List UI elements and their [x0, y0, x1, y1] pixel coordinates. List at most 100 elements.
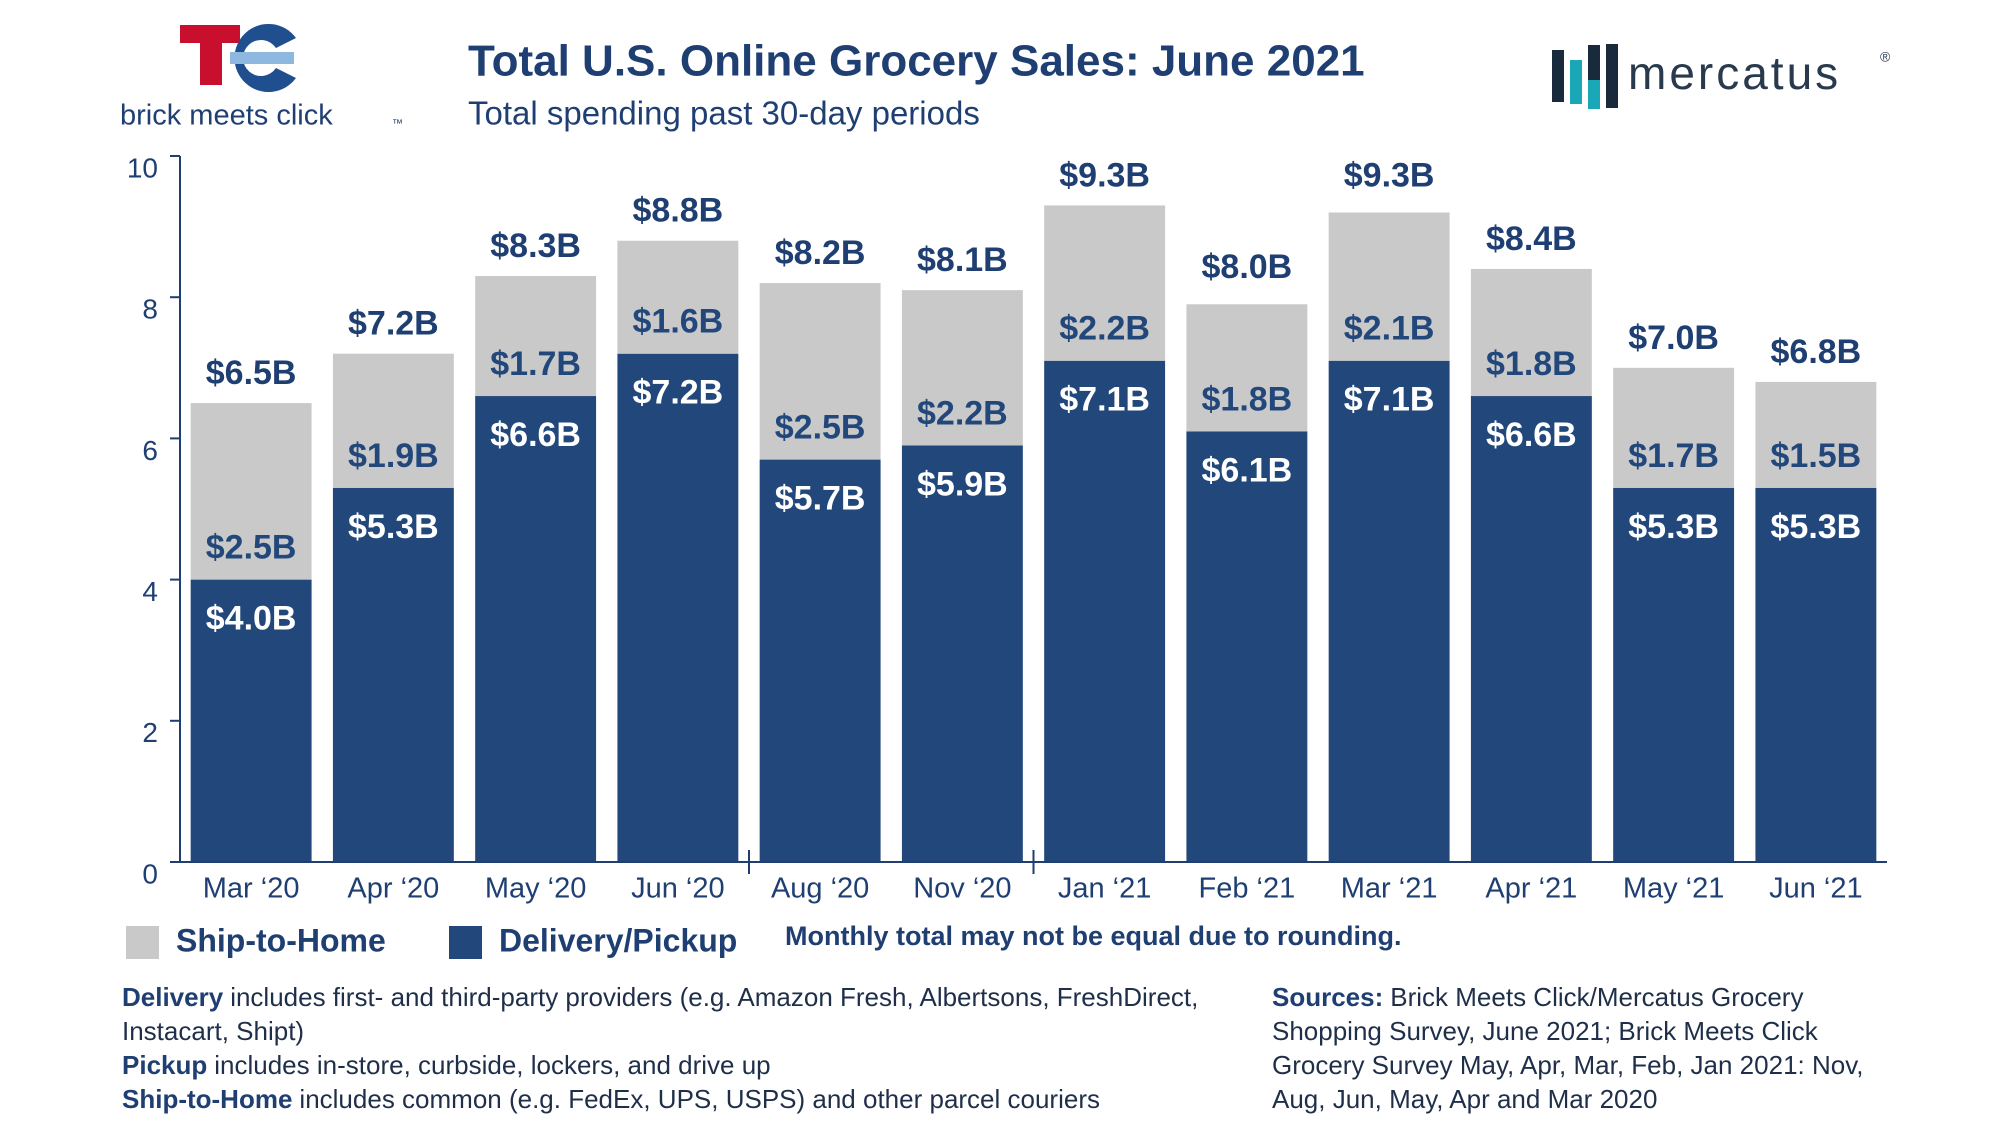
- footnote: Delivery includes first- and third-party …: [122, 980, 1222, 1048]
- bar-value-label: $5.7B: [775, 480, 866, 518]
- bar-value-label: $2.2B: [917, 394, 1008, 432]
- bar-segment: [1044, 205, 1166, 361]
- bar-segment: [1470, 396, 1592, 862]
- bar-segment: [617, 240, 739, 354]
- bar-value-label: $4.0B: [206, 600, 297, 638]
- bar-value-label: $6.1B: [1202, 451, 1293, 489]
- bar-value-label: $1.8B: [1202, 380, 1293, 418]
- bar-segment: [332, 353, 454, 488]
- legend-label: Delivery/Pickup: [499, 922, 737, 958]
- bar-segment: [1328, 360, 1450, 862]
- bar-value-label: $7.1B: [1344, 381, 1435, 419]
- total-label: $7.2B: [348, 305, 439, 343]
- bar-segment: [1755, 381, 1877, 488]
- bar-segment: [901, 290, 1023, 446]
- x-tick-label: Mar ‘20: [203, 873, 300, 905]
- y-tick-label: 8: [142, 294, 158, 325]
- y-tick-label: 4: [142, 576, 158, 607]
- x-tick-label: Jun ‘21: [1769, 873, 1863, 905]
- footnote-text: includes in-store, curbside, lockers, an…: [214, 1050, 771, 1080]
- bar-value-label: $5.3B: [1628, 508, 1719, 546]
- logo-right-mark: ®: [1880, 49, 1891, 65]
- y-tick-label: 0: [142, 858, 158, 889]
- sources-term: Sources:: [1272, 982, 1384, 1012]
- total-label: $8.4B: [1486, 220, 1577, 258]
- total-label: $8.8B: [633, 192, 724, 230]
- sources: Sources: Brick Meets Click/Mercatus Groce…: [1272, 980, 1892, 1116]
- x-tick-label: Apr ‘20: [347, 873, 439, 905]
- legend-swatch: [449, 926, 482, 959]
- footnote-term: Ship-to-Home: [122, 1084, 293, 1114]
- bar-value-label: $1.7B: [1628, 437, 1719, 475]
- total-label: $7.0B: [1628, 319, 1719, 357]
- x-tick-label: May ‘20: [485, 873, 587, 905]
- bar-segment: [190, 403, 312, 580]
- bar-value-label: $2.2B: [1059, 310, 1150, 348]
- sources-text: Brick Meets Click/Mercatus Grocery Shopp…: [1272, 982, 1864, 1114]
- footnotes: Delivery includes first- and third-party …: [122, 980, 1222, 1116]
- total-label: $6.5B: [206, 354, 297, 392]
- total-label: $8.0B: [1202, 248, 1293, 286]
- chart-subtitle: Total spending past 30-day periods: [468, 95, 980, 132]
- bar-value-label: $2.1B: [1344, 310, 1435, 348]
- bar-segment: [1186, 431, 1308, 862]
- bar-segment: [190, 579, 312, 862]
- x-tick-label: Mar ‘21: [1341, 873, 1438, 905]
- logo-left-text: brick meets click: [120, 100, 333, 132]
- footnote-text: includes common (e.g. FedEx, UPS, USPS) …: [299, 1084, 1100, 1114]
- bar-segment: [1186, 304, 1308, 432]
- x-tick-label: May ‘21: [1623, 873, 1725, 905]
- legend-swatch: [126, 926, 159, 959]
- x-tick-label: Jun ‘20: [631, 873, 725, 905]
- total-label: $8.1B: [917, 241, 1008, 279]
- x-tick-label: Apr ‘21: [1485, 873, 1577, 905]
- bar-segment: [901, 445, 1023, 862]
- logo-left-mark: ™: [392, 118, 403, 130]
- bar-value-label: $1.7B: [490, 345, 581, 383]
- x-tick-label: Jan ‘21: [1058, 873, 1152, 905]
- bar-value-label: $5.3B: [1771, 508, 1862, 546]
- bar-value-label: $5.9B: [917, 465, 1008, 503]
- chart-title: Total U.S. Online Grocery Sales: June 20…: [468, 37, 1365, 86]
- bar-segment: [759, 459, 881, 862]
- bar-value-label: $1.9B: [348, 437, 439, 475]
- bar-value-label: $2.5B: [206, 529, 297, 567]
- footnote-text: includes first- and third-party provider…: [122, 982, 1199, 1046]
- bar-value-label: $1.5B: [1771, 437, 1862, 475]
- logo-left: [180, 23, 296, 93]
- total-label: $9.3B: [1059, 156, 1150, 194]
- bar-value-label: $6.6B: [1486, 416, 1577, 454]
- bar-segment: [332, 487, 454, 862]
- footnote: Ship-to-Home includes common (e.g. FedEx,…: [122, 1082, 1222, 1116]
- total-label: $8.2B: [775, 234, 866, 272]
- x-tick-label: Aug ‘20: [771, 873, 869, 905]
- y-tick-label: 10: [127, 152, 158, 183]
- bar-segment: [475, 276, 597, 397]
- y-tick-label: 6: [142, 435, 158, 466]
- note: Monthly total may not be equal due to ro…: [785, 921, 1401, 951]
- bar-value-label: $7.2B: [633, 374, 724, 412]
- bar-value-label: $1.8B: [1486, 345, 1577, 383]
- bar-segment: [1470, 268, 1592, 397]
- footnote-term: Pickup: [122, 1050, 208, 1080]
- bar-segment: [1613, 487, 1735, 862]
- total-label: $6.8B: [1771, 333, 1862, 371]
- bar-value-label: $2.5B: [775, 409, 866, 447]
- footnote: Pickup includes in-store, curbside, locke…: [122, 1048, 1222, 1082]
- logo-right-text: mercatus: [1628, 47, 1841, 99]
- bar-value-label: $5.3B: [348, 508, 439, 546]
- legend-label: Ship-to-Home: [176, 922, 386, 958]
- x-tick-label: Feb ‘21: [1199, 873, 1296, 905]
- bar-segment: [1755, 487, 1877, 862]
- bar-value-label: $7.1B: [1059, 381, 1150, 419]
- bar-segment: [1613, 367, 1735, 488]
- bar-segment: [475, 396, 597, 862]
- bar-segment: [759, 283, 881, 460]
- y-tick-label: 2: [142, 717, 158, 748]
- bar-segment: [617, 353, 739, 862]
- footnote-term: Delivery: [122, 982, 224, 1012]
- logo-right: [1552, 44, 1618, 109]
- x-tick-label: Nov ‘20: [913, 873, 1011, 905]
